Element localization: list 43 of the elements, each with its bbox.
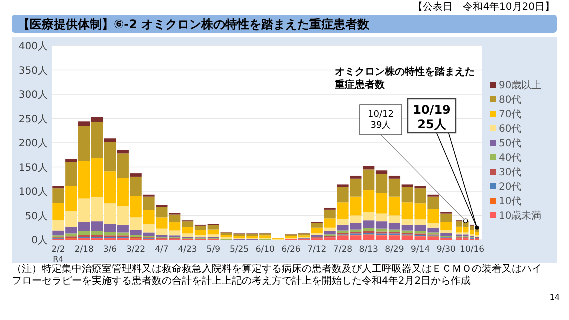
legend-label: 70代 xyxy=(499,110,522,120)
y-tick-label: 200人 xyxy=(18,138,48,150)
text: 【公表日 令和4年10月20日】 xyxy=(413,1,555,13)
y-tick-label: 250人 xyxy=(18,114,48,126)
x-tick-label: 3/22 xyxy=(126,245,146,255)
legend-label: 30代 xyxy=(499,168,522,178)
y-tick-label: 0人 xyxy=(32,236,48,246)
text: 14 xyxy=(550,293,560,302)
annotation: 10/12 39人 xyxy=(368,110,394,131)
x-tick-label: 6/26 xyxy=(282,245,301,255)
legend-label: 10歳未満 xyxy=(499,210,542,222)
x-tick-label: 6/10 xyxy=(256,245,275,255)
x-tick-label: 10/16 xyxy=(460,245,485,255)
legend-label: 50代 xyxy=(499,138,522,150)
x-tick-label: 5/25 xyxy=(230,245,250,255)
annotation: 10/19 25人 xyxy=(413,103,451,132)
x-tick-label: 8/29 xyxy=(385,245,404,255)
legend-label: 10代 xyxy=(499,196,522,208)
y-tick-label: 350人 xyxy=(18,66,48,77)
x-tick-label: 4/23 xyxy=(178,245,198,255)
y-tick-label: 50人 xyxy=(25,211,48,222)
legend-label: 80代 xyxy=(499,95,522,106)
legend-label: 20代 xyxy=(499,182,522,193)
x-tick-label: 3/6 xyxy=(103,245,118,255)
x-tick-label: 9/14 xyxy=(411,245,430,255)
x-tick-label: 2/18 xyxy=(74,245,94,255)
legend-label: 40代 xyxy=(499,153,522,164)
legend-label: 90歳以上 xyxy=(499,80,542,92)
x-tick-label: 5/9 xyxy=(206,245,220,255)
x-tick-label: 9/30 xyxy=(436,245,456,255)
x-tick-label: 2/2 xyxy=(52,245,66,255)
y-tick-label: 300人 xyxy=(18,90,48,101)
x-tick-label: 8/13 xyxy=(359,245,378,255)
y-tick-label: 100人 xyxy=(18,187,48,198)
x-tick-label: 7/28 xyxy=(333,245,353,255)
legend-label: 60代 xyxy=(499,124,522,135)
x-tick-label: 4/7 xyxy=(155,245,169,255)
text: R4 xyxy=(53,255,64,264)
x-tick-label: 7/12 xyxy=(308,245,327,255)
annotation: オミクロン株の特性を踏まえた重症患者数 xyxy=(335,66,476,92)
y-tick-label: 150人 xyxy=(18,162,48,174)
chart-title: 【医療提供体制】⑥-2 オミクロン株の特性を踏まえた重症患者数 xyxy=(18,18,371,32)
y-tick-label: 400人 xyxy=(18,42,48,52)
